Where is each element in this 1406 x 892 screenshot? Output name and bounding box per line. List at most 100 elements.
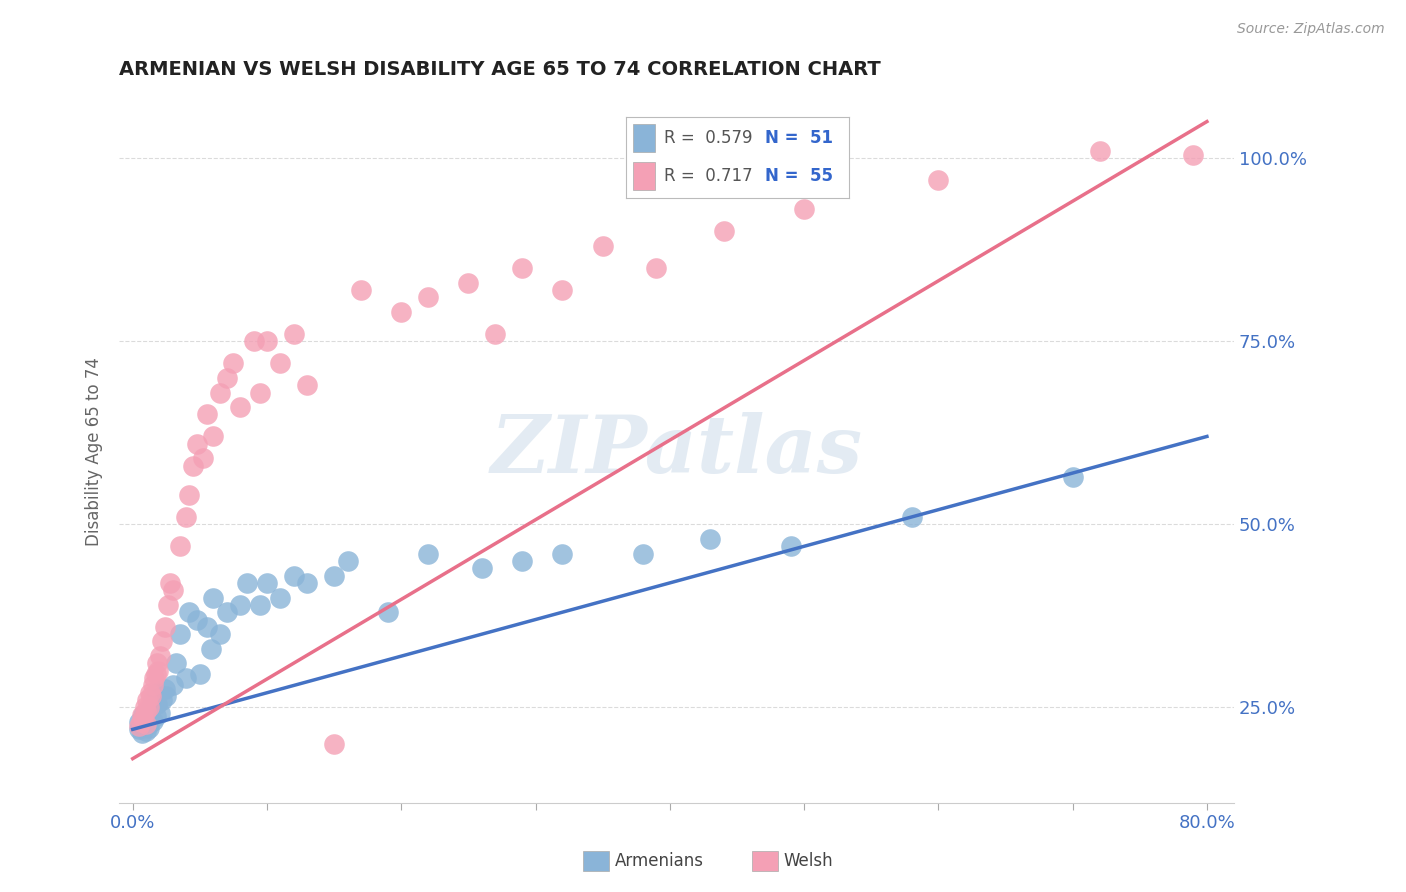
Point xyxy=(900,510,922,524)
Point xyxy=(135,716,157,731)
Point xyxy=(416,547,439,561)
Point xyxy=(200,641,222,656)
Point xyxy=(389,305,412,319)
Point xyxy=(699,532,721,546)
Point xyxy=(146,697,169,711)
Point xyxy=(132,719,155,733)
Point xyxy=(208,385,231,400)
Point xyxy=(138,721,160,735)
Point xyxy=(159,575,181,590)
Point xyxy=(1182,147,1205,161)
Point xyxy=(484,326,506,341)
Point xyxy=(135,711,157,725)
Point xyxy=(129,714,152,729)
Point xyxy=(169,627,191,641)
Point xyxy=(779,539,801,553)
Point xyxy=(457,276,479,290)
Point xyxy=(177,605,200,619)
Point xyxy=(128,719,150,733)
Point xyxy=(592,239,614,253)
Text: ARMENIAN VS WELSH DISABILITY AGE 65 TO 74 CORRELATION CHART: ARMENIAN VS WELSH DISABILITY AGE 65 TO 7… xyxy=(120,60,882,78)
Text: Welsh: Welsh xyxy=(783,852,832,870)
Point xyxy=(139,686,162,700)
Point xyxy=(713,224,735,238)
Point xyxy=(138,716,160,731)
Point xyxy=(323,737,346,751)
Point xyxy=(153,620,176,634)
Point xyxy=(297,378,319,392)
Point xyxy=(156,598,179,612)
Point xyxy=(186,613,208,627)
Point xyxy=(202,591,225,605)
Point xyxy=(132,707,155,722)
Point xyxy=(551,547,574,561)
Point xyxy=(139,704,162,718)
Point xyxy=(236,575,259,590)
Point xyxy=(188,667,211,681)
Point xyxy=(186,437,208,451)
Point xyxy=(269,356,291,370)
Point xyxy=(377,605,399,619)
Point xyxy=(195,620,218,634)
Point xyxy=(510,260,533,275)
Point xyxy=(222,356,245,370)
Point xyxy=(229,400,252,414)
Point xyxy=(148,649,170,664)
Text: Source: ZipAtlas.com: Source: ZipAtlas.com xyxy=(1237,22,1385,37)
Point xyxy=(135,704,157,718)
Point xyxy=(146,686,169,700)
Point xyxy=(135,723,157,738)
Point xyxy=(162,678,184,692)
Text: ZIPatlas: ZIPatlas xyxy=(491,412,863,490)
Point xyxy=(416,290,439,304)
Point xyxy=(142,714,165,728)
Point xyxy=(269,591,291,605)
Point xyxy=(215,605,238,619)
Point xyxy=(1062,469,1084,483)
Point xyxy=(645,260,668,275)
Point xyxy=(132,711,155,725)
Point xyxy=(195,408,218,422)
Point xyxy=(136,693,159,707)
Point xyxy=(176,671,198,685)
Point xyxy=(176,510,198,524)
Point xyxy=(131,726,153,740)
Point xyxy=(471,561,494,575)
Point xyxy=(155,690,177,704)
Point xyxy=(162,583,184,598)
Point xyxy=(191,451,214,466)
Point xyxy=(128,714,150,729)
Point xyxy=(208,627,231,641)
Point xyxy=(150,634,173,648)
Point xyxy=(242,334,264,349)
Point xyxy=(150,693,173,707)
Point xyxy=(165,657,187,671)
Point xyxy=(249,385,271,400)
Point xyxy=(350,283,373,297)
Point xyxy=(249,598,271,612)
Point xyxy=(131,707,153,722)
Point xyxy=(148,706,170,721)
Point xyxy=(631,547,654,561)
Point xyxy=(142,678,165,692)
Point xyxy=(202,429,225,443)
Point xyxy=(927,173,949,187)
Point xyxy=(145,709,167,723)
Point xyxy=(256,334,278,349)
Point xyxy=(229,598,252,612)
Point xyxy=(510,554,533,568)
Point xyxy=(141,700,163,714)
Point xyxy=(138,700,160,714)
Point xyxy=(169,539,191,553)
Point xyxy=(143,671,166,685)
Point xyxy=(1088,144,1111,158)
Point xyxy=(551,283,574,297)
Point xyxy=(146,657,169,671)
Point xyxy=(134,700,156,714)
Point xyxy=(181,458,204,473)
Point xyxy=(128,723,150,737)
Point xyxy=(336,554,359,568)
Point xyxy=(148,664,170,678)
Point xyxy=(283,568,305,582)
Point xyxy=(215,371,238,385)
